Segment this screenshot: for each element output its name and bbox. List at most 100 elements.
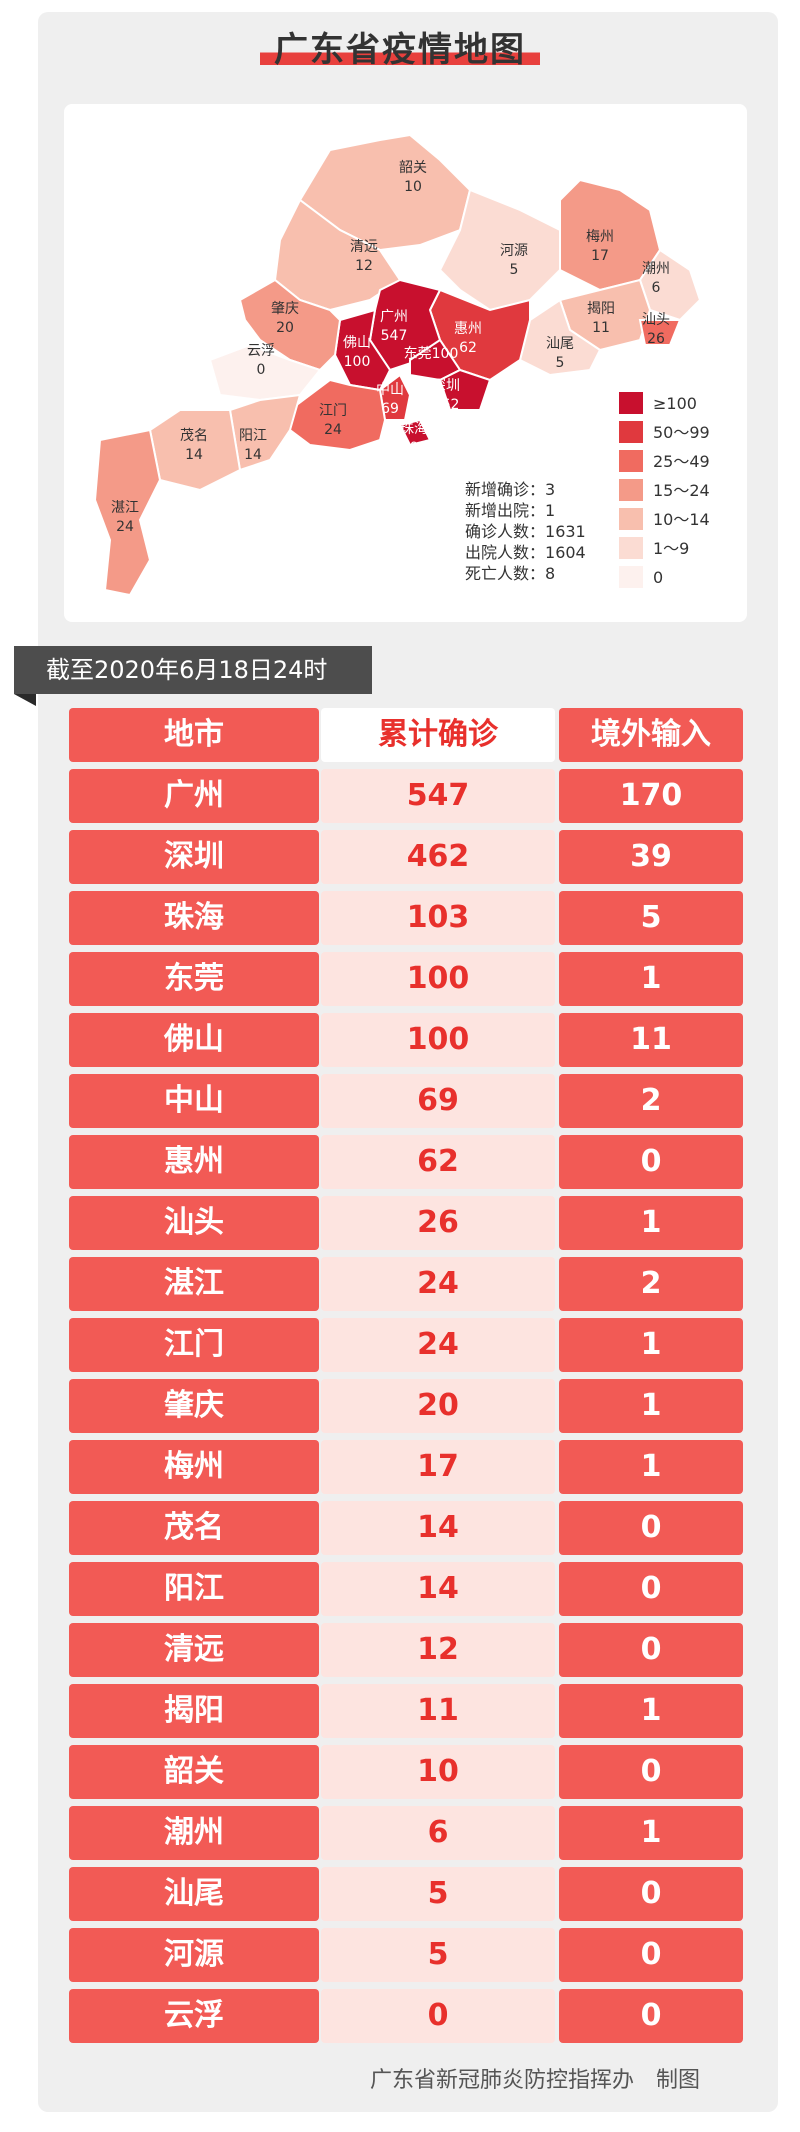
table-cell: 汕头 <box>69 1196 319 1250</box>
region-value: 12 <box>355 258 373 274</box>
region-name: 深圳 <box>432 378 460 394</box>
table-row: 云浮 0 0 <box>69 1989 743 2043</box>
region-name: 清远 <box>350 239 378 255</box>
table-cell: 5 <box>321 1928 555 1982</box>
table-header-row: 地市 累计确诊 境外输入 <box>69 708 743 762</box>
region-value: 62 <box>459 340 477 356</box>
table-cell: 0 <box>559 1989 743 2043</box>
legend-label: 10～14 <box>653 510 710 529</box>
table-cell: 20 <box>321 1379 555 1433</box>
table-cell: 39 <box>559 830 743 884</box>
stat-label: 确诊人数： <box>465 522 545 541</box>
table-cell: 东莞 <box>69 952 319 1006</box>
legend-swatch <box>619 508 643 530</box>
region-name: 江门 <box>319 403 347 419</box>
region-name: 中山 <box>376 382 404 398</box>
table-cell: 惠州 <box>69 1135 319 1189</box>
region-name: 茂名 <box>180 427 208 444</box>
table-cell: 河源 <box>69 1928 319 1982</box>
region-name: 梅州 <box>586 229 614 245</box>
stat-label: 死亡人数： <box>465 564 545 583</box>
legend-swatch <box>619 450 643 472</box>
table-cell: 547 <box>321 769 555 823</box>
table-cell: 100 <box>321 1013 555 1067</box>
region-value: 24 <box>324 422 342 438</box>
table-cell: 佛山 <box>69 1013 319 1067</box>
table-row: 珠海 103 5 <box>69 891 743 945</box>
table-cell: 26 <box>321 1196 555 1250</box>
table-cell: 24 <box>321 1318 555 1372</box>
table-row: 清远 12 0 <box>69 1623 743 1677</box>
stat-value: 3 <box>545 480 555 499</box>
table-cell: 0 <box>559 1867 743 1921</box>
table-cell: 11 <box>321 1684 555 1738</box>
region-value: 10 <box>404 179 422 195</box>
region-value: 0 <box>257 362 266 378</box>
region-name: 汕尾 <box>546 336 574 352</box>
table-cell: 云浮 <box>69 1989 319 2043</box>
legend-label: 1～9 <box>653 539 689 558</box>
stat-label: 新增出院： <box>465 501 545 520</box>
header-cell: 累计确诊 <box>321 708 555 762</box>
table-row: 广州 547 170 <box>69 769 743 823</box>
stat-label: 新增确诊： <box>465 480 545 499</box>
table-cell: 韶关 <box>69 1745 319 1799</box>
table-row: 肇庆 20 1 <box>69 1379 743 1433</box>
table-cell: 肇庆 <box>69 1379 319 1433</box>
title-wrap: 广东省疫情地图 <box>0 22 800 71</box>
region-name: 揭阳 <box>587 301 615 317</box>
stat: 新增出院：1 <box>465 501 555 520</box>
region-name: 惠州 <box>454 321 482 337</box>
table-cell: 170 <box>559 769 743 823</box>
stat: 死亡人数：8 <box>465 564 555 583</box>
region-shape <box>93 428 162 597</box>
region-value: 547 <box>381 328 408 344</box>
legend-swatch <box>619 479 643 501</box>
region-value: 24 <box>116 519 134 535</box>
table-cell: 10 <box>321 1745 555 1799</box>
table-cell: 0 <box>559 1928 743 1982</box>
table-cell: 462 <box>321 830 555 884</box>
table-cell: 1 <box>559 1440 743 1494</box>
region-value: 69 <box>381 401 399 417</box>
region-shape <box>438 368 492 411</box>
legend-label: 0 <box>653 568 663 587</box>
region-name: 东莞 <box>404 346 432 362</box>
legend-swatch <box>619 392 643 414</box>
table-cell: 100 <box>321 952 555 1006</box>
table-cell: 梅州 <box>69 1440 319 1494</box>
table-cell: 24 <box>321 1257 555 1311</box>
table-cell: 1 <box>559 1318 743 1372</box>
region-value: 103 <box>401 440 428 456</box>
header-cell: 境外输入 <box>559 708 743 762</box>
table-cell: 11 <box>559 1013 743 1067</box>
region-name: 珠海 <box>400 421 428 437</box>
region-value: 462 <box>433 397 460 413</box>
table-cell: 0 <box>559 1562 743 1616</box>
table-cell: 2 <box>559 1074 743 1128</box>
header-cell: 地市 <box>69 708 319 762</box>
table-cell: 0 <box>559 1135 743 1189</box>
region-value: 14 <box>244 447 262 463</box>
stat: 确诊人数：1631 <box>465 522 586 541</box>
table-cell: 茂名 <box>69 1501 319 1555</box>
table-row: 河源 5 0 <box>69 1928 743 1982</box>
legend-label: 15～24 <box>653 481 710 500</box>
table-cell: 1 <box>559 1379 743 1433</box>
table-cell: 揭阳 <box>69 1684 319 1738</box>
table-cell: 清远 <box>69 1623 319 1677</box>
table-row: 佛山 100 11 <box>69 1013 743 1067</box>
legend-swatch <box>619 537 643 559</box>
title: 广东省疫情地图 <box>260 22 540 71</box>
table-cell: 1 <box>559 1196 743 1250</box>
region-value: 100 <box>432 346 459 362</box>
banner-fold <box>14 694 36 706</box>
legend-label: ≥100 <box>653 394 697 413</box>
table-row: 汕尾 5 0 <box>69 1867 743 1921</box>
region-label: 东莞100 <box>404 346 459 362</box>
date-banner: 截至2020年6月18日24时 <box>14 646 372 694</box>
table-row: 阳江 14 0 <box>69 1562 743 1616</box>
table-row: 东莞 100 1 <box>69 952 743 1006</box>
